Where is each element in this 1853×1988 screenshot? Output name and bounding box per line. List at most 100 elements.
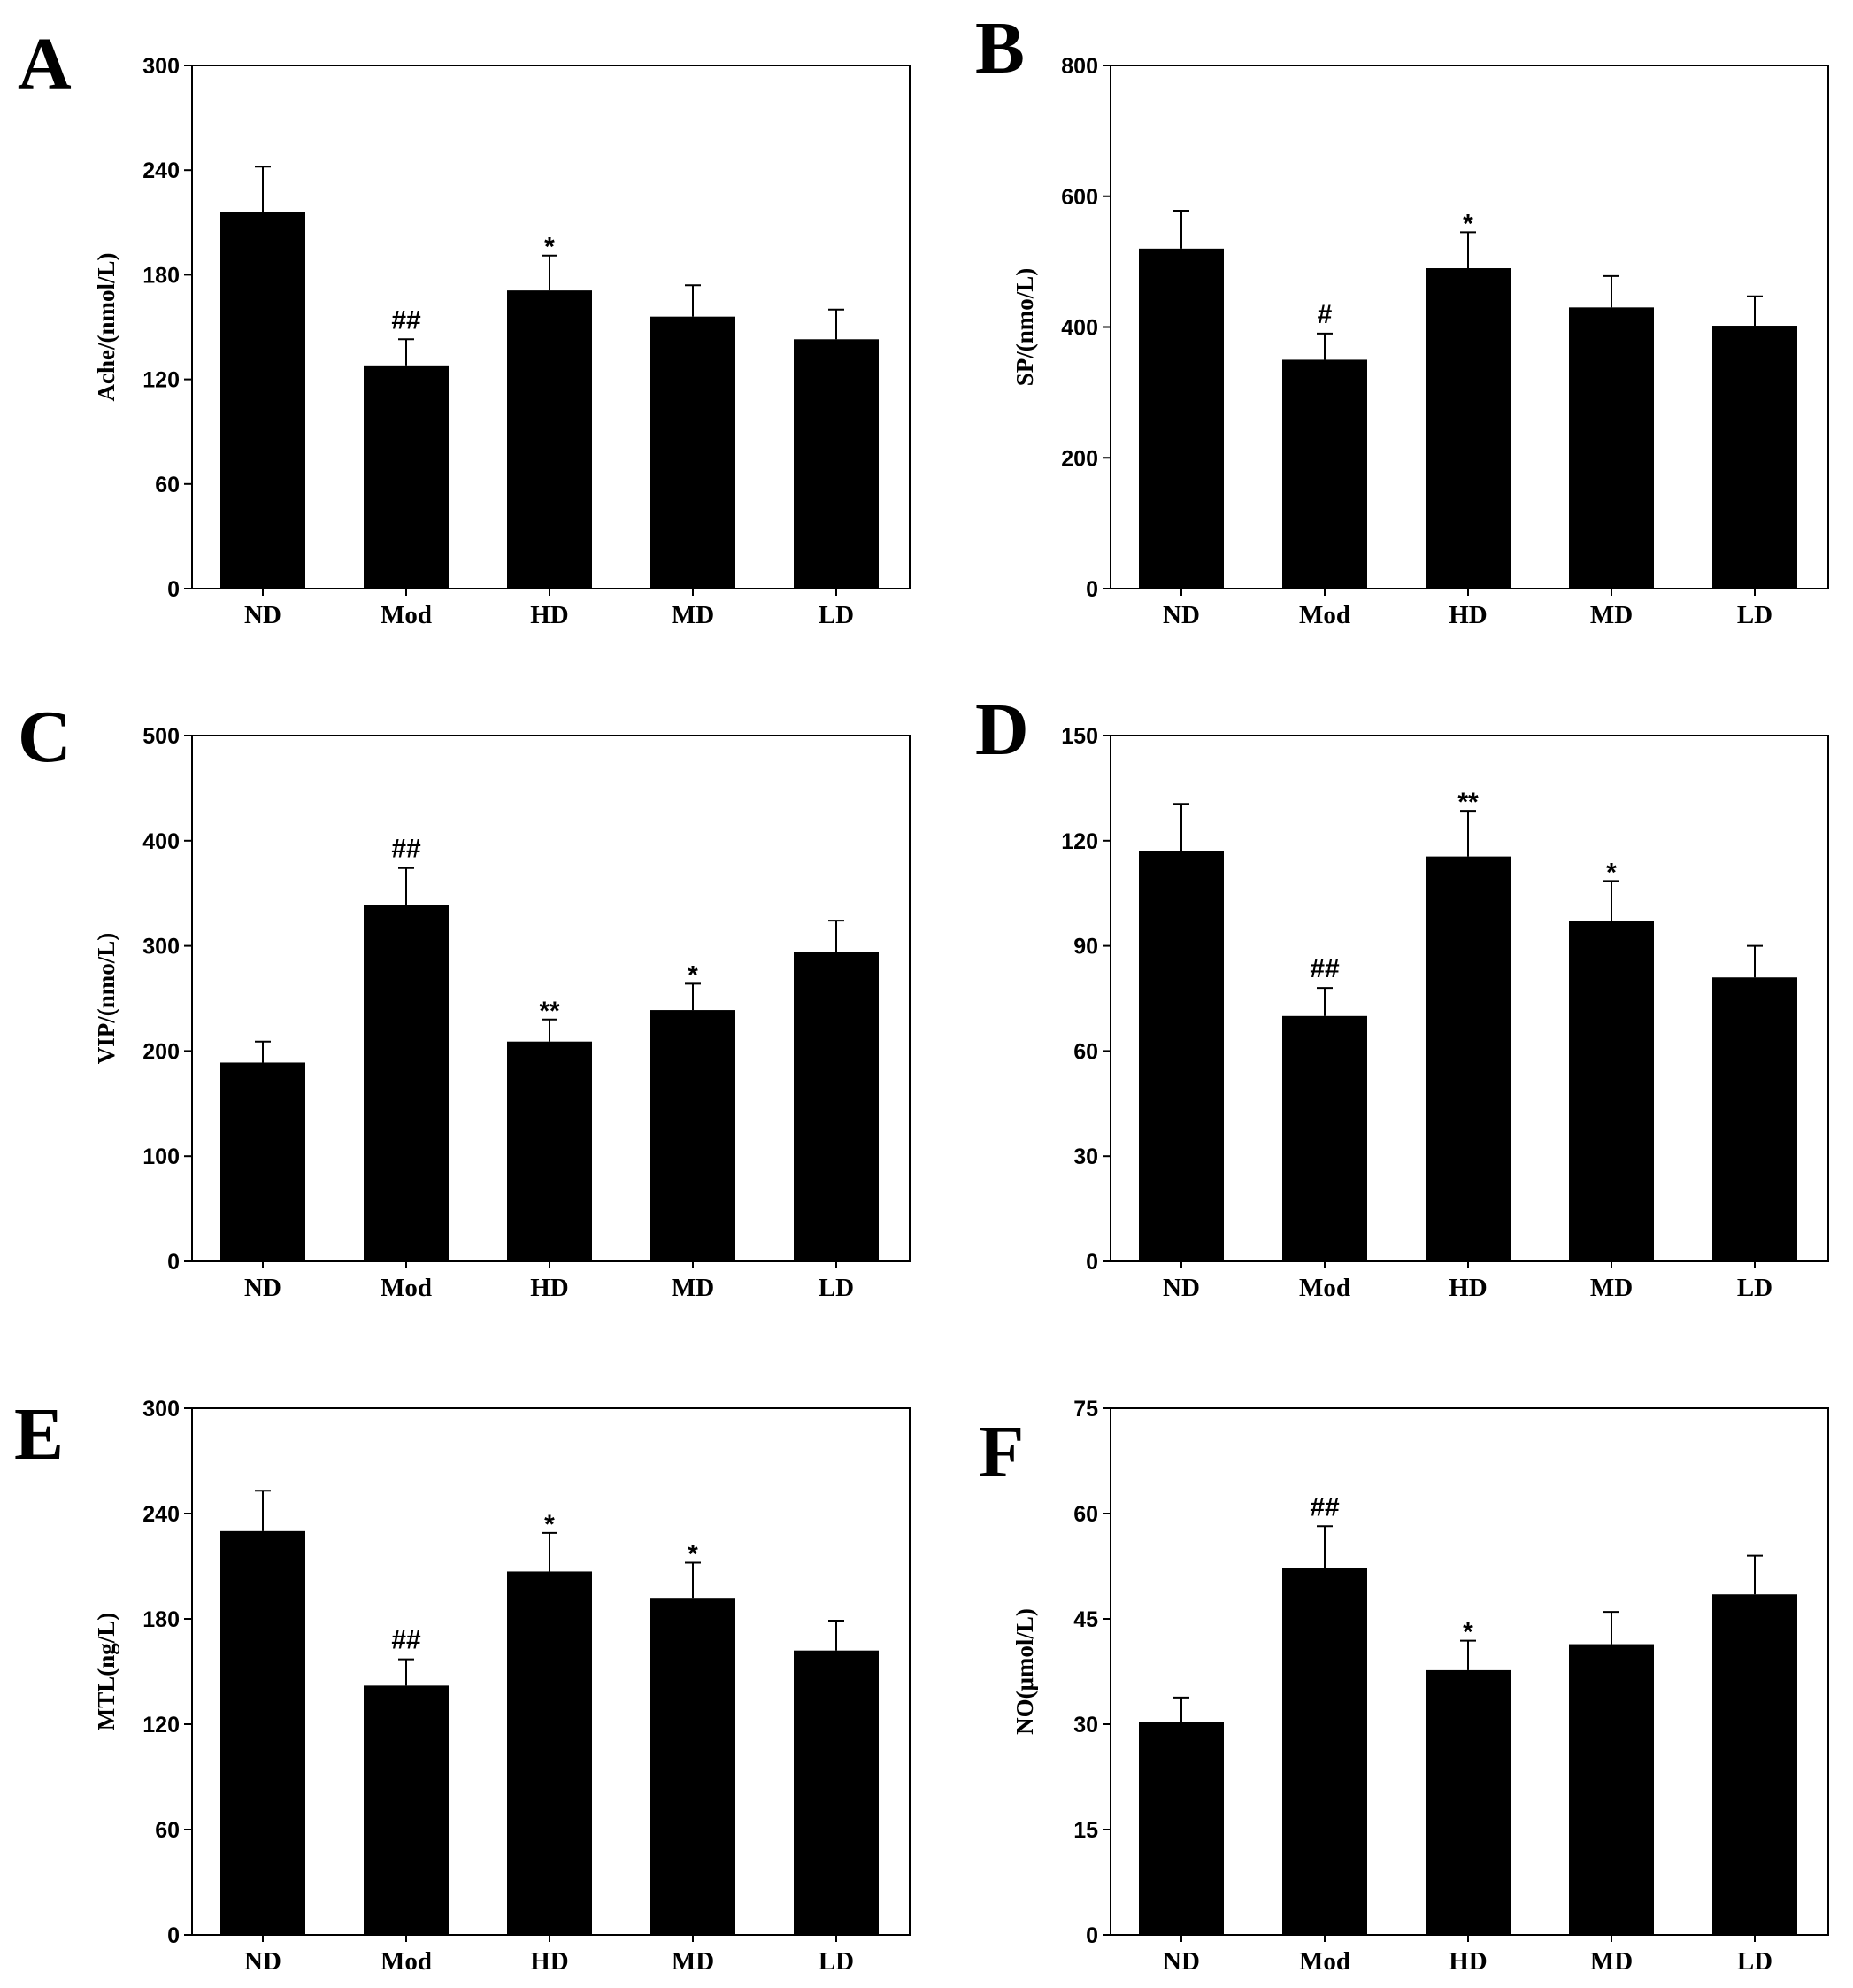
bar-mod xyxy=(1282,359,1367,589)
x-tick-label: HD xyxy=(530,601,569,629)
y-tick-label: 300 xyxy=(142,935,180,959)
y-tick-label: 100 xyxy=(142,1144,180,1169)
bar-mod xyxy=(1282,1015,1367,1261)
x-tick-label: HD xyxy=(1449,601,1488,629)
chart-panel-c: C ND ## Mod ** HD * MD LD 0 100 200 300 400 500 VIP/(nm… xyxy=(18,696,911,1302)
x-tick-label: LD xyxy=(819,1274,854,1302)
x-tick-label: HD xyxy=(1449,1947,1488,1976)
x-tick-label: ND xyxy=(1163,1947,1200,1976)
y-tick-label: 180 xyxy=(142,1607,180,1632)
bar-nd xyxy=(1139,851,1224,1261)
bar-nd xyxy=(220,212,305,589)
y-tick-label: 150 xyxy=(1061,724,1098,749)
y-axis-title: MTL(ng/L) xyxy=(93,1613,119,1731)
significance-label: ## xyxy=(391,835,421,864)
bar-hd xyxy=(507,1041,592,1261)
plot-frame xyxy=(191,65,911,589)
panel-letter: D xyxy=(975,689,1029,771)
y-tick-label: 200 xyxy=(1061,446,1098,471)
significance-label: * xyxy=(544,233,555,262)
y-tick-label: 60 xyxy=(155,473,180,497)
panel-letter: C xyxy=(18,696,72,778)
y-axis-title: Ache/(nmol/L) xyxy=(93,253,119,402)
bar-nd xyxy=(220,1530,305,1935)
y-axis-title: NO(μmol/L) xyxy=(1011,1608,1038,1735)
y-tick-label: 500 xyxy=(142,724,180,749)
bar-ld xyxy=(1712,977,1797,1261)
bar-mod xyxy=(364,1685,449,1935)
bar-hd xyxy=(1426,1669,1511,1935)
y-tick-label: 300 xyxy=(142,1397,180,1422)
bar-hd xyxy=(507,290,592,589)
x-tick-label: Mod xyxy=(1299,601,1350,629)
x-tick-label: Mod xyxy=(381,1947,432,1976)
y-tick-label: 0 xyxy=(167,577,180,602)
bar-md xyxy=(1569,307,1654,589)
y-tick-label: 400 xyxy=(142,829,180,854)
x-tick-label: LD xyxy=(1737,1274,1772,1302)
significance-label: ## xyxy=(1310,1492,1340,1522)
y-tick-label: 180 xyxy=(142,263,180,288)
bar-hd xyxy=(507,1571,592,1935)
significance-label: ## xyxy=(391,305,421,335)
chart-panel-d: D ND ## Mod ** HD * MD LD 0 30 60 90 120 150 xyxy=(975,689,1829,1302)
bar-md xyxy=(650,1598,735,1935)
panel-letter: A xyxy=(18,23,72,105)
plot-frame xyxy=(1110,1407,1829,1936)
plot-frame xyxy=(1110,735,1829,1262)
bar-nd xyxy=(1139,248,1224,589)
y-tick-label: 30 xyxy=(1073,1713,1098,1738)
x-tick-label: Mod xyxy=(1299,1947,1350,1976)
x-tick-label: Mod xyxy=(381,601,432,629)
x-tick-label: Mod xyxy=(1299,1274,1350,1302)
panel-letter: B xyxy=(975,7,1025,89)
y-tick-label: 300 xyxy=(142,54,180,79)
y-tick-label: 0 xyxy=(1086,1923,1098,1948)
significance-label: * xyxy=(688,960,698,990)
x-tick-label: LD xyxy=(1737,1947,1772,1976)
y-tick-label: 240 xyxy=(142,158,180,183)
significance-label: ** xyxy=(1457,788,1479,817)
x-tick-label: MD xyxy=(1590,1274,1633,1302)
chart-panel-f: F ND ## Mod * HD MD LD 0 15 30 45 60 75 NO(μmol/L) xyxy=(979,1397,1829,1976)
plot-frame xyxy=(191,735,911,1262)
x-tick-label: MD xyxy=(1590,601,1633,629)
bar-ld xyxy=(794,339,879,589)
significance-label: ## xyxy=(1310,954,1340,983)
significance-label: * xyxy=(688,1540,698,1569)
x-tick-label: HD xyxy=(530,1274,569,1302)
bar-hd xyxy=(1426,856,1511,1261)
y-tick-label: 60 xyxy=(1073,1502,1098,1527)
bar-mod xyxy=(364,365,449,589)
y-tick-label: 0 xyxy=(167,1250,180,1275)
y-tick-label: 0 xyxy=(1086,577,1098,602)
chart-panel-b: B ND # Mod * HD MD LD 0 200 400 600 800 SP/(nmo/L) xyxy=(975,7,1829,629)
x-tick-label: ND xyxy=(1163,1274,1200,1302)
y-tick-label: 800 xyxy=(1061,54,1098,79)
y-tick-label: 75 xyxy=(1073,1397,1098,1422)
y-axis-title: VIP/(nmo/L) xyxy=(93,933,119,1065)
y-tick-label: 45 xyxy=(1073,1607,1098,1632)
significance-label: ## xyxy=(391,1626,421,1655)
bar-ld xyxy=(794,1650,879,1935)
x-tick-label: HD xyxy=(530,1947,569,1976)
y-tick-label: 0 xyxy=(1086,1250,1098,1275)
bar-ld xyxy=(1712,326,1797,589)
y-tick-label: 15 xyxy=(1073,1818,1098,1843)
x-tick-label: ND xyxy=(244,1274,281,1302)
y-tick-label: 120 xyxy=(1061,829,1098,854)
panel-letter: E xyxy=(14,1393,64,1476)
significance-label: * xyxy=(1463,209,1473,238)
bar-nd xyxy=(220,1062,305,1261)
y-tick-label: 60 xyxy=(155,1818,180,1843)
y-tick-label: 90 xyxy=(1073,935,1098,959)
x-tick-label: LD xyxy=(819,1947,854,1976)
plot-frame xyxy=(191,1407,911,1936)
bar-ld xyxy=(1712,1594,1797,1935)
bar-md xyxy=(1569,1644,1654,1935)
significance-label: # xyxy=(1318,300,1333,329)
y-tick-label: 30 xyxy=(1073,1144,1098,1169)
significance-label: * xyxy=(1606,858,1617,887)
x-tick-label: Mod xyxy=(381,1274,432,1302)
